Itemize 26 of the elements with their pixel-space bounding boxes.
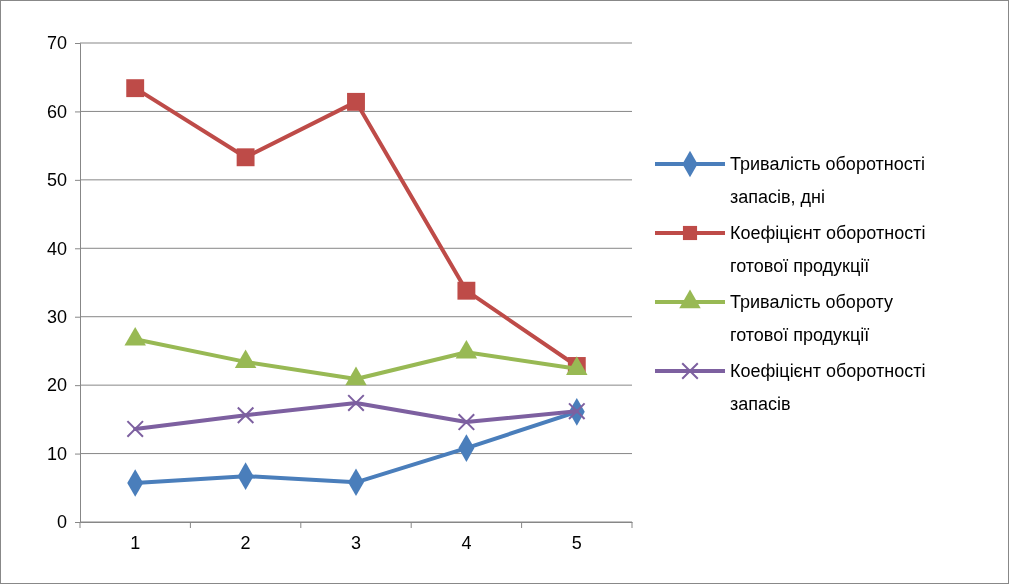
y-tick-label: 30: [46, 306, 67, 327]
point: [347, 394, 365, 412]
point: [236, 148, 255, 167]
y-tick-label: 0: [56, 512, 67, 533]
y-tick-label: 10: [46, 443, 67, 464]
x-tick-label: 5: [571, 532, 582, 553]
legend-label: Коефіцієнт оборотності запасів: [730, 361, 926, 414]
point: [347, 92, 365, 111]
point: [126, 420, 144, 438]
x-tick-label: 2: [240, 532, 251, 553]
x-tick-label: 4: [461, 532, 472, 553]
y-tick-label: 20: [46, 375, 67, 396]
x-tick-label: 1: [130, 532, 141, 553]
y-tick-label: 70: [46, 33, 67, 54]
point: [457, 413, 476, 431]
legend-label: Тривалість оборотності запасів, дні: [730, 154, 925, 207]
legend-label: Коефіцієнт оборотності готової продукції: [730, 223, 926, 276]
point: [126, 79, 145, 98]
point: [236, 406, 255, 425]
y-tick-label: 40: [46, 238, 67, 259]
legend-label: Тривалість обороту готової продукції: [730, 292, 893, 345]
x-tick-label: 3: [350, 532, 362, 553]
y-tick-label: 60: [46, 101, 67, 122]
y-tick-label: 50: [46, 170, 67, 191]
point: [568, 402, 586, 420]
point: [457, 281, 476, 300]
